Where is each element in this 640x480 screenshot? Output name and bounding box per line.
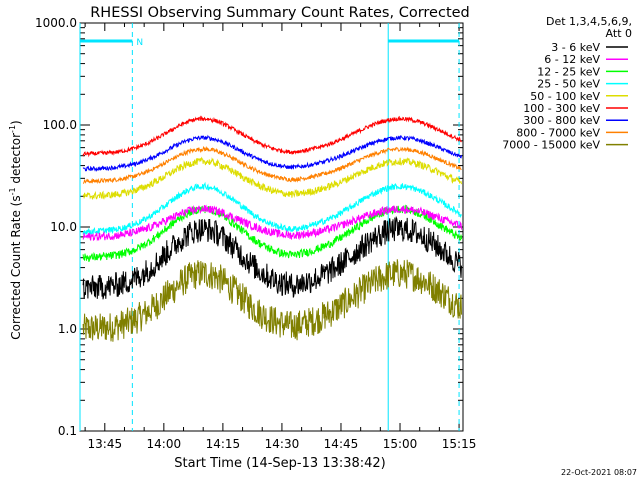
legend-label: 25 - 50 keV xyxy=(537,78,600,91)
y-axis-label-mid: detector xyxy=(9,133,23,188)
series-line-25-50-kev xyxy=(82,181,462,236)
series-line-7000-15000-kev xyxy=(82,259,462,342)
chart-title: RHESSI Observing Summary Count Rates, Co… xyxy=(90,5,470,21)
legend-label: 100 - 300 keV xyxy=(523,102,600,115)
x-tick-label: 14:30 xyxy=(265,437,300,451)
legend-label: 12 - 25 keV xyxy=(537,65,600,78)
axes: 0.1 1.0 10.0 100.0 1000.0 13:45 14:00 14:15 14:3… xyxy=(35,16,476,451)
legend-label: 6 - 12 keV xyxy=(544,53,600,66)
legend-title-line1: Det 1,3,4,5,6,9, xyxy=(546,15,632,28)
footer-timestamp: 22-Oct-2021 08:07 xyxy=(561,468,637,477)
x-tick-label: 13:45 xyxy=(88,437,123,451)
x-tick-label: 15:15 xyxy=(442,437,477,451)
x-tick-label: 14:00 xyxy=(147,437,182,451)
series-line-50-100-kev xyxy=(82,156,462,200)
legend-label: 3 - 6 keV xyxy=(551,41,600,54)
y-tick-label: 1000.0 xyxy=(35,16,77,30)
x-tick-label: 14:45 xyxy=(324,437,359,451)
series-line-3-6-kev xyxy=(82,215,462,300)
x-tick-label: 15:00 xyxy=(383,437,418,451)
series-line-100-300-kev xyxy=(82,115,462,158)
series-line-800-7000-kev xyxy=(82,145,462,185)
legend-label: 800 - 7000 keV xyxy=(516,126,600,139)
series-line-6-12-kev xyxy=(82,204,462,242)
legend-title-line2: Att 0 xyxy=(606,27,632,40)
y-axis-label-end: ) xyxy=(9,120,23,125)
y-axis-label: Corrected Count Rate (s-1 detector-1) xyxy=(8,120,23,339)
y-axis-label-main: Corrected Count Rate (s xyxy=(9,195,23,339)
legend-label: 50 - 100 keV xyxy=(530,90,600,103)
y-tick-label: 0.1 xyxy=(58,424,77,438)
y-tick-label: 100.0 xyxy=(43,118,77,132)
series-line-12-25-kev xyxy=(82,204,462,263)
legend-label: 7000 - 15000 keV xyxy=(502,139,600,152)
y-axis-label-sup2: -1 xyxy=(8,125,17,133)
plot-area: N xyxy=(79,23,462,431)
x-tick-label: 14:15 xyxy=(206,437,241,451)
night-label: N xyxy=(136,38,143,48)
x-axis-label: Start Time (14-Sep-13 13:38:42) xyxy=(174,456,385,471)
series-line-300-800-kev xyxy=(82,134,462,172)
y-tick-label: 1.0 xyxy=(58,322,77,336)
legend-label: 300 - 800 keV xyxy=(523,114,600,127)
y-tick-label: 10.0 xyxy=(50,220,77,234)
y-axis-label-sup1: -1 xyxy=(8,187,17,195)
